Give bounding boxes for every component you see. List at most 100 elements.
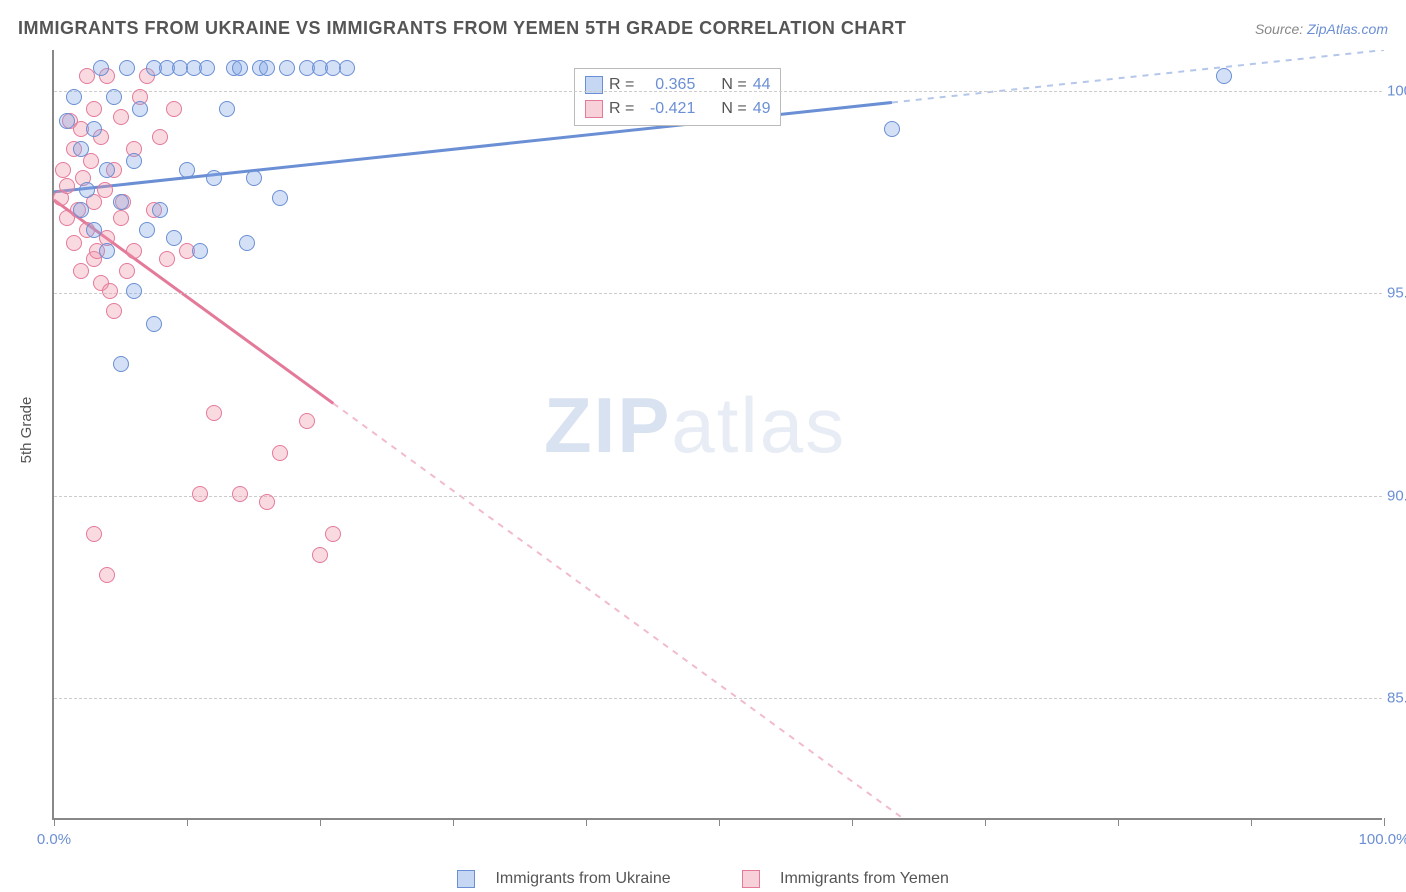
legend-label-ukraine: Immigrants from Ukraine — [495, 870, 670, 887]
legend-n-value: 49 — [753, 97, 771, 121]
scatter-point-yemen — [232, 486, 248, 502]
x-tick — [187, 818, 188, 826]
y-tick-label: 100.0% — [1387, 82, 1406, 99]
chart-title: IMMIGRANTS FROM UKRAINE VS IMMIGRANTS FR… — [18, 18, 906, 39]
gridline — [54, 496, 1382, 497]
scatter-point-yemen — [73, 263, 89, 279]
x-tick — [719, 818, 720, 826]
scatter-point-yemen — [119, 263, 135, 279]
scatter-point-ukraine — [73, 202, 89, 218]
x-tick-label-right: 100.0% — [1359, 831, 1406, 848]
gridline — [54, 293, 1382, 294]
legend-r-value: -0.421 — [640, 97, 695, 121]
gridline — [54, 698, 1382, 699]
y-tick-label: 85.0% — [1387, 690, 1406, 707]
legend-row: R =0.365 N = 44 — [585, 73, 770, 97]
scatter-point-yemen — [272, 445, 288, 461]
scatter-point-ukraine — [146, 316, 162, 332]
scatter-point-ukraine — [179, 162, 195, 178]
scatter-point-yemen — [206, 405, 222, 421]
x-tick — [586, 818, 587, 826]
y-tick-label: 95.0% — [1387, 285, 1406, 302]
scatter-point-yemen — [299, 413, 315, 429]
scatter-point-ukraine — [232, 60, 248, 76]
scatter-point-yemen — [66, 235, 82, 251]
source-label: Source: ZipAtlas.com — [1255, 21, 1388, 37]
watermark: ZIPatlas — [544, 380, 846, 471]
x-tick — [320, 818, 321, 826]
scatter-point-ukraine — [86, 222, 102, 238]
scatter-point-yemen — [312, 547, 328, 563]
x-tick — [1118, 818, 1119, 826]
legend-r-label: R = — [609, 73, 634, 97]
gridline — [54, 91, 1382, 92]
scatter-point-yemen — [113, 210, 129, 226]
legend-r-value: 0.365 — [640, 73, 695, 97]
scatter-point-yemen — [97, 182, 113, 198]
scatter-point-ukraine — [239, 235, 255, 251]
scatter-point-yemen — [152, 129, 168, 145]
scatter-point-yemen — [126, 243, 142, 259]
scatter-point-ukraine — [99, 243, 115, 259]
scatter-point-ukraine — [206, 170, 222, 186]
scatter-point-ukraine — [126, 283, 142, 299]
scatter-point-ukraine — [884, 121, 900, 137]
scatter-point-ukraine — [79, 182, 95, 198]
scatter-point-ukraine — [86, 121, 102, 137]
scatter-point-ukraine — [126, 153, 142, 169]
scatter-point-ukraine — [119, 60, 135, 76]
scatter-point-ukraine — [166, 230, 182, 246]
scatter-point-ukraine — [1216, 68, 1232, 84]
scatter-point-ukraine — [93, 60, 109, 76]
scatter-point-yemen — [113, 109, 129, 125]
x-tick — [453, 818, 454, 826]
x-tick — [54, 818, 55, 826]
legend-n-label: N = — [721, 73, 746, 97]
source-prefix: Source: — [1255, 21, 1307, 37]
scatter-point-yemen — [59, 178, 75, 194]
scatter-point-yemen — [259, 494, 275, 510]
source-link[interactable]: ZipAtlas.com — [1307, 21, 1388, 37]
bottom-legend: Immigrants from Ukraine Immigrants from … — [0, 870, 1406, 888]
x-tick — [1251, 818, 1252, 826]
x-tick-label-left: 0.0% — [37, 831, 71, 848]
legend-r-label: R = — [609, 97, 634, 121]
watermark-light: atlas — [671, 381, 846, 469]
scatter-point-ukraine — [113, 356, 129, 372]
legend-n-value: 44 — [753, 73, 771, 97]
scatter-point-ukraine — [66, 89, 82, 105]
plot-area: ZIPatlas R =0.365N =44R =-0.421N =49 85.… — [52, 50, 1382, 820]
y-tick-label: 90.0% — [1387, 487, 1406, 504]
scatter-point-yemen — [102, 283, 118, 299]
correlation-legend: R =0.365 N = 44 R =-0.421 N = 49 — [574, 68, 781, 126]
legend-swatch — [585, 100, 603, 118]
scatter-point-yemen — [159, 251, 175, 267]
x-tick — [1384, 818, 1385, 826]
scatter-point-yemen — [55, 162, 71, 178]
scatter-point-ukraine — [272, 190, 288, 206]
legend-swatch-yemen — [742, 870, 760, 888]
scatter-point-ukraine — [259, 60, 275, 76]
scatter-point-yemen — [86, 101, 102, 117]
scatter-point-ukraine — [132, 101, 148, 117]
scatter-point-yemen — [83, 153, 99, 169]
scatter-point-ukraine — [192, 243, 208, 259]
scatter-point-ukraine — [113, 194, 129, 210]
watermark-bold: ZIP — [544, 381, 671, 469]
scatter-point-ukraine — [106, 89, 122, 105]
scatter-point-ukraine — [246, 170, 262, 186]
scatter-point-ukraine — [152, 202, 168, 218]
scatter-point-ukraine — [99, 162, 115, 178]
x-tick — [852, 818, 853, 826]
scatter-point-ukraine — [219, 101, 235, 117]
scatter-point-ukraine — [199, 60, 215, 76]
scatter-point-ukraine — [59, 113, 75, 129]
y-axis-title: 5th Grade — [18, 397, 35, 464]
scatter-point-ukraine — [279, 60, 295, 76]
scatter-point-yemen — [166, 101, 182, 117]
scatter-point-yemen — [325, 526, 341, 542]
scatter-point-ukraine — [73, 141, 89, 157]
legend-n-label: N = — [721, 97, 746, 121]
regression-lines — [54, 50, 1384, 820]
scatter-point-ukraine — [139, 222, 155, 238]
